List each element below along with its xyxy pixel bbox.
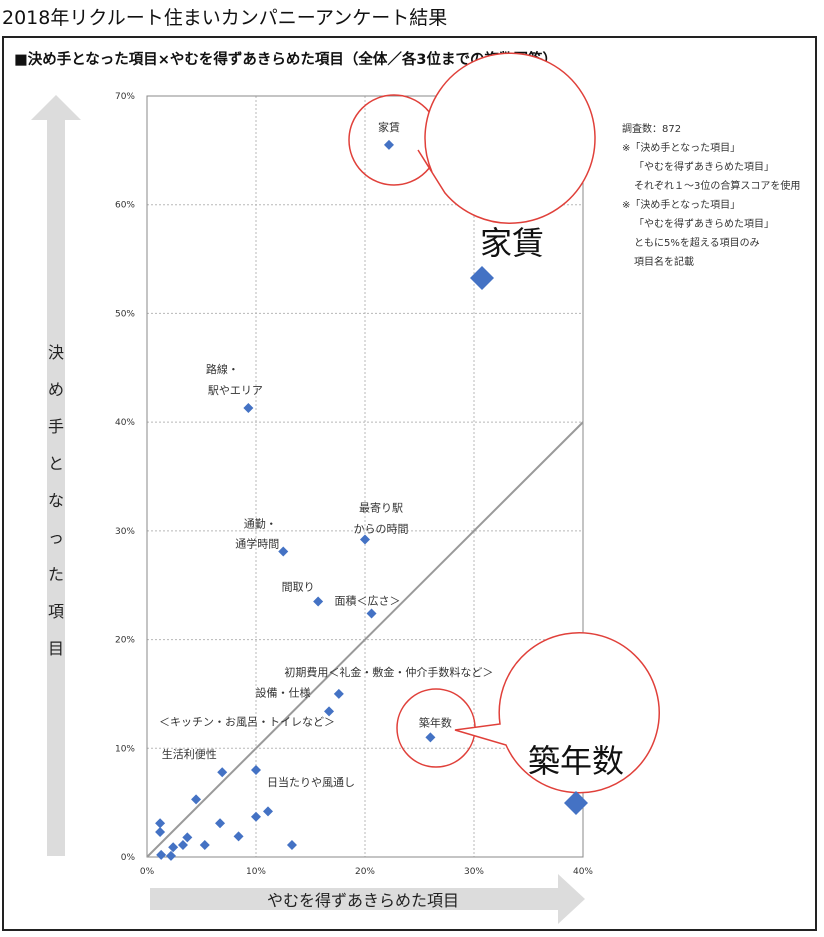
x-tick-label: 30% xyxy=(464,867,484,877)
y-tick-label: 30% xyxy=(115,527,135,537)
x-tick-labels: 0% 10% 20% 30% 40% xyxy=(140,867,594,877)
y-axis-label-char: な xyxy=(48,491,64,510)
point-label: 初期費用＜礼金・敷金・仲介手数料など＞ xyxy=(284,665,493,679)
survey-note-line: それぞれ１～3位の合算スコアを使用 xyxy=(634,179,800,192)
data-point xyxy=(425,732,436,743)
x-axis-label: やむを得ずあきらめた項目 xyxy=(267,891,459,910)
data-point xyxy=(217,767,228,778)
diagonal-line xyxy=(146,421,584,858)
point-label: 設備・仕様 xyxy=(256,685,311,699)
survey-note-line: 項目名を記載 xyxy=(634,255,694,268)
point-label: 路線・ xyxy=(206,362,239,376)
point-label: 通勤・ xyxy=(244,518,277,531)
x-axis-arrow xyxy=(150,874,585,924)
data-point xyxy=(251,765,261,776)
page-title: 2018年リクルート住まいカンパニーアンケート結果 xyxy=(2,7,448,29)
point-label: 家賃 xyxy=(378,120,400,134)
y-tick-label: 20% xyxy=(115,636,135,646)
y-axis-label-char: 目 xyxy=(48,639,64,658)
x-tick-label: 0% xyxy=(140,867,155,877)
data-point xyxy=(177,840,188,851)
y-axis-label-char: 決 xyxy=(48,343,64,362)
y-tick-label: 70% xyxy=(115,92,135,102)
y-axis-label-char: 項 xyxy=(48,602,64,621)
y-tick-label: 40% xyxy=(115,418,135,428)
survey-notes: 調査数：872※「決め手となった項目」「やむを得ずあきらめた項目」それぞれ１～3… xyxy=(622,122,800,268)
x-tick-label: 10% xyxy=(246,867,266,877)
data-points xyxy=(155,139,436,861)
point-label: 通学時間 xyxy=(235,537,279,551)
survey-note-line: 調査数：872 xyxy=(622,122,681,135)
data-point xyxy=(156,849,167,860)
point-label: 生活利便性 xyxy=(162,747,217,761)
point-label: ＜キッチン・お風呂・トイレなど＞ xyxy=(159,715,335,728)
data-point xyxy=(278,546,289,557)
data-point xyxy=(262,806,273,817)
y-tick-label: 0% xyxy=(121,853,136,863)
point-label: 駅やエリア xyxy=(208,384,263,397)
data-point xyxy=(366,608,377,619)
survey-note-line: ともに5%を超える項目のみ xyxy=(634,236,760,249)
callout-age: 築年数 xyxy=(396,632,660,815)
point-label: 間取り xyxy=(282,581,315,594)
chart-frame xyxy=(2,36,817,931)
survey-note-line: 「やむを得ずあきらめた項目」 xyxy=(634,218,774,230)
data-point xyxy=(251,811,261,822)
callout-age-text: 築年数 xyxy=(528,742,624,780)
y-tick-label: 10% xyxy=(115,744,135,754)
y-axis-label-char: っ xyxy=(48,528,64,547)
y-tick-labels: 0% 10% 20% 30% 40% 50% 60% 70% xyxy=(115,92,135,863)
chart-title: ■決め手となった項目×やむを得ずあきらめた項目（全体／各3位までの複数回答） xyxy=(14,50,557,68)
plot-border xyxy=(146,95,584,858)
callout-rent-text: 家賃 xyxy=(480,224,544,262)
survey-note-line: 「やむを得ずあきらめた項目」 xyxy=(634,161,774,173)
data-point xyxy=(383,139,394,150)
data-point xyxy=(333,688,344,699)
point-label: 築年数 xyxy=(419,715,452,729)
x-tick-label: 40% xyxy=(573,867,593,877)
data-point xyxy=(324,706,335,717)
x-tick-label: 20% xyxy=(355,867,375,877)
y-axis-arrow xyxy=(31,95,81,856)
y-axis-label-char: と xyxy=(48,454,64,473)
point-label: 日当たりや風通し xyxy=(267,775,355,789)
grid-lines xyxy=(147,96,583,857)
data-point xyxy=(199,840,210,851)
data-point xyxy=(155,818,166,829)
data-point xyxy=(243,403,254,414)
point-label: 面積＜広さ＞ xyxy=(335,593,401,607)
callout-rent-marker xyxy=(470,266,494,290)
y-axis-label-char: め xyxy=(48,380,64,399)
survey-note-line: ※「決め手となった項目」 xyxy=(622,198,740,211)
data-point xyxy=(168,842,179,853)
data-point xyxy=(155,826,166,837)
callout-age-marker xyxy=(564,791,588,815)
data-point xyxy=(286,840,297,851)
point-label: 最寄り駅 xyxy=(359,501,403,515)
data-point xyxy=(191,794,202,805)
data-point xyxy=(313,596,324,607)
point-label: からの時間 xyxy=(354,523,409,536)
y-axis-label: 決め手となった項目 xyxy=(48,343,64,658)
data-point xyxy=(182,832,193,843)
y-axis-label-char: た xyxy=(48,565,64,584)
data-point xyxy=(215,818,226,829)
data-point xyxy=(165,850,176,861)
data-point xyxy=(360,534,370,545)
data-point xyxy=(233,831,244,842)
callout-rent: 家賃 xyxy=(348,52,596,290)
y-axis-label-char: 手 xyxy=(48,417,64,436)
y-tick-label: 60% xyxy=(115,201,135,211)
survey-note-line: ※「決め手となった項目」 xyxy=(622,141,740,154)
y-tick-label: 50% xyxy=(115,309,135,319)
